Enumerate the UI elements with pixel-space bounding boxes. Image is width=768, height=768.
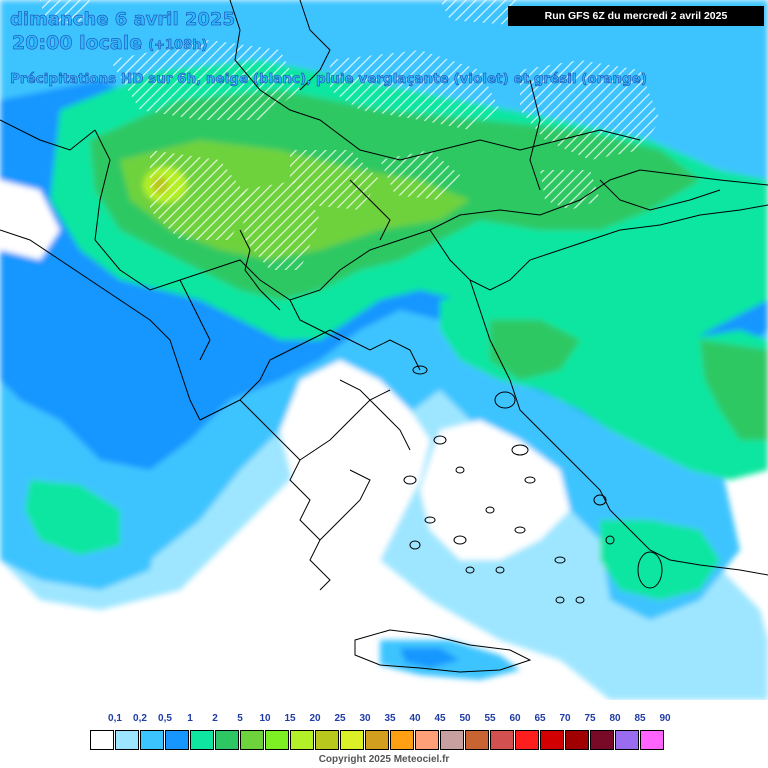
legend-label: 15 (284, 713, 296, 724)
forecast-time: 20:00 locale (+108h) (12, 32, 208, 55)
forecast-date: dimanche 6 avril 2025 (10, 9, 235, 31)
legend-swatch (490, 730, 514, 750)
legend-swatch (365, 730, 389, 750)
legend-swatch (565, 730, 589, 750)
field-ne-green (700, 340, 768, 440)
legend-label: 65 (534, 713, 546, 724)
legend-label: 0,5 (158, 713, 172, 724)
field-crete-2 (400, 648, 460, 668)
snow-hatch (40, 0, 660, 270)
borders (0, 0, 768, 673)
legend-label: 80 (609, 713, 621, 724)
legend-label: 45 (434, 713, 446, 724)
legend-swatch (190, 730, 214, 750)
legend-label: 60 (509, 713, 521, 724)
legend-swatch (290, 730, 314, 750)
legend-swatch (265, 730, 289, 750)
legend-swatch (540, 730, 564, 750)
legend-label: 20 (309, 713, 321, 724)
legend-label: 55 (484, 713, 496, 724)
legend-label: 25 (334, 713, 346, 724)
legend-swatch (590, 730, 614, 750)
legend-swatch (315, 730, 339, 750)
legend-swatch (640, 730, 664, 750)
legend-label: 2 (212, 713, 218, 724)
legend-labels: 0,1 0,2 0,5 1 2 5 10 15 20 25 30 35 40 45 50 55 60 65 70 75… (90, 713, 671, 727)
legend-color-bar (90, 730, 665, 750)
legend-label: 90 (659, 713, 671, 724)
legend-label: 10 (259, 713, 271, 724)
copyright: Copyright 2025 Meteociel.fr (318, 754, 450, 765)
field-sw-green (25, 480, 120, 555)
legend-swatch (90, 730, 114, 750)
legend-label: 40 (409, 713, 421, 724)
legend-label: 1 (187, 713, 193, 724)
legend-label: 35 (384, 713, 396, 724)
legend-swatch (465, 730, 489, 750)
legend-swatch (390, 730, 414, 750)
islands (403, 365, 663, 604)
legend-label: 70 (559, 713, 571, 724)
field-dry-3 (0, 180, 60, 260)
legend-swatch (340, 730, 364, 750)
legend-label: 0,2 (133, 713, 147, 724)
legend-swatch (115, 730, 139, 750)
forecast-time-value: 20:00 locale (12, 32, 143, 55)
legend-label: 0,1 (108, 713, 122, 724)
map-description: Précipitations HD sur 6h, neige (blanc),… (10, 71, 648, 88)
legend-swatch (515, 730, 539, 750)
field-east-green2 (490, 320, 580, 380)
legend-swatch (615, 730, 639, 750)
legend-label: 5 (237, 713, 243, 724)
legend-swatch (140, 730, 164, 750)
legend-swatch (165, 730, 189, 750)
legend-label: 50 (459, 713, 471, 724)
legend-label: 75 (584, 713, 596, 724)
legend-swatch (240, 730, 264, 750)
legend-swatch (440, 730, 464, 750)
legend-swatch (415, 730, 439, 750)
run-info: Run GFS 6Z du mercredi 2 avril 2025 (508, 6, 764, 26)
lead-time: (+108h) (148, 38, 208, 54)
legend-label: 85 (634, 713, 646, 724)
precipitation-map (0, 0, 768, 700)
legend-swatch (215, 730, 239, 750)
legend-label: 30 (359, 713, 371, 724)
field-dry-1 (280, 360, 430, 590)
field-dry-2 (420, 420, 570, 560)
